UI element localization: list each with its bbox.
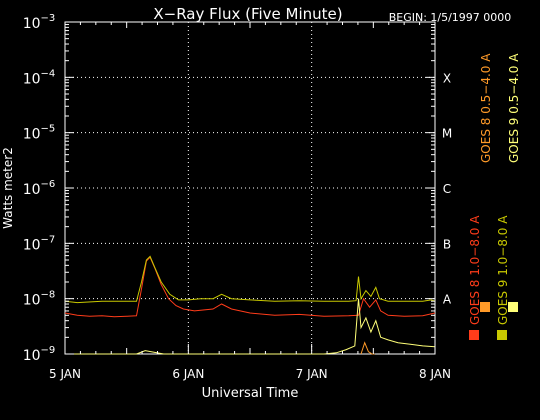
grid: [65, 22, 435, 354]
x-axis-title: Universal Time: [202, 386, 299, 401]
series-layer: [64, 255, 436, 355]
flare-class-label: A: [443, 293, 452, 307]
flare-class-labels: A B C M X: [442, 71, 452, 306]
begin-date-label: BEGIN: 1/5/1997 0000: [389, 11, 512, 24]
legend-swatch-2: [480, 302, 490, 312]
legend-swatch-3: [497, 330, 507, 340]
legend-label-1: GOES 8 1.0−8.0 A: [468, 215, 482, 325]
y-tick-label: 10−4: [23, 68, 56, 87]
y-tick-label: 10−6: [23, 179, 56, 198]
x-tick-label: 5 JAN: [49, 367, 81, 381]
y-axis-ticks: 10−9 10−8 10−7 10−6 10−5 10−4 10−3: [23, 13, 435, 364]
flare-class-label: X: [443, 71, 451, 85]
series-line-4: [65, 298, 436, 355]
x-tick-label: 8 JAN: [419, 367, 451, 381]
x-axis-ticks: 5 JAN 6 JAN 7 JAN 8 JAN: [49, 22, 451, 381]
legend-swatch-4: [508, 302, 518, 312]
y-axis-title: Watts meter2: [1, 147, 15, 229]
legend-swatch-1: [469, 330, 479, 340]
chart-title: X−Ray Flux (Five Minute): [153, 5, 342, 23]
flare-class-label: C: [443, 182, 451, 196]
legend-label-4: GOES 9 0.5−4.0 A: [507, 53, 521, 163]
flare-class-label: M: [442, 127, 452, 141]
y-tick-label: 10−8: [23, 290, 56, 309]
y-tick-label: 10−7: [23, 234, 56, 253]
y-tick-label: 10−5: [23, 124, 56, 143]
legend-label-3: GOES 9 1.0−8.0 A: [496, 215, 510, 325]
series-line-1: [64, 256, 436, 318]
y-tick-label: 10−9: [23, 345, 56, 364]
y-tick-label: 10−3: [23, 13, 56, 32]
series-line-3: [64, 255, 436, 304]
x-tick-label: 7 JAN: [296, 367, 328, 381]
flare-class-label: B: [443, 237, 451, 251]
legend-label-2: GOES 8 0.5−4.0 A: [479, 53, 493, 163]
legend: GOES 8 1.0−8.0 A GOES 8 0.5−4.0 A GOES 9 1…: [468, 53, 521, 340]
x-tick-label: 6 JAN: [172, 367, 204, 381]
